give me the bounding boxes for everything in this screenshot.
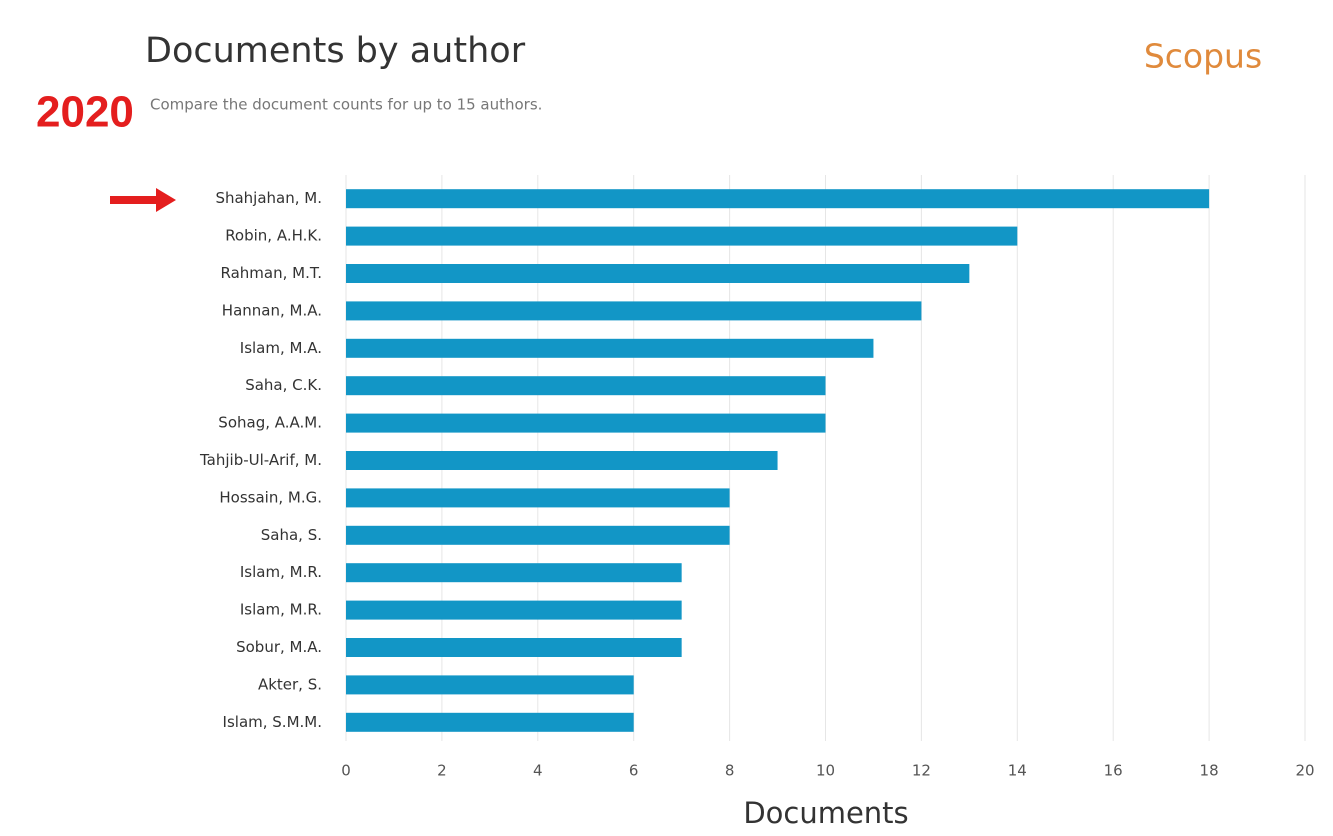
bar — [346, 638, 682, 657]
x-axis-label: Documents — [743, 796, 908, 830]
bar — [346, 376, 826, 396]
bar — [346, 712, 634, 732]
bar — [346, 451, 778, 470]
chart-subtitle: Compare the document counts for up to 15… — [150, 96, 542, 114]
y-tick-label: Islam, S.M.M. — [223, 713, 322, 731]
x-tick-label: 18 — [1200, 762, 1219, 780]
year-annotation: 2020 — [36, 88, 134, 137]
x-tick-label: 0 — [341, 762, 351, 780]
y-tick-label: Hannan, M.A. — [222, 301, 322, 319]
y-tick-label: Saha, S. — [261, 526, 322, 544]
y-tick-label: Shahjahan, M. — [215, 189, 322, 207]
x-tick-label: 6 — [629, 762, 639, 780]
bar — [346, 264, 970, 283]
bar — [346, 189, 1210, 209]
y-tick-label: Islam, M.A. — [240, 339, 322, 357]
bar — [346, 488, 730, 508]
bar — [346, 600, 682, 620]
y-tick-label: Hossain, M.G. — [219, 488, 322, 506]
y-tick-label: Robin, A.H.K. — [225, 227, 322, 245]
x-tick-label: 20 — [1295, 762, 1314, 780]
y-tick-label: Islam, M.R. — [240, 563, 322, 581]
arrow — [110, 188, 176, 212]
y-tick-label: Sobur, M.A. — [236, 638, 322, 656]
x-tick-label: 12 — [912, 762, 931, 780]
y-tick-label: Rahman, M.T. — [221, 264, 323, 282]
bar — [346, 675, 634, 695]
brand-logo: Scopus — [1144, 37, 1262, 76]
arrow-shaft — [110, 196, 158, 204]
x-tick-label: 4 — [533, 762, 543, 780]
y-tick-label: Saha, C.K. — [245, 376, 322, 394]
y-tick-label: Tahjib-Ul-Arif, M. — [199, 451, 322, 469]
bar — [346, 413, 826, 433]
arrow-head — [156, 188, 176, 212]
bar — [346, 525, 730, 545]
annotation-bg — [30, 88, 148, 140]
bar — [346, 301, 922, 321]
x-tick-label: 2 — [437, 762, 447, 780]
chart-title: Documents by author — [145, 31, 526, 71]
y-tick-label: Islam, M.R. — [240, 601, 322, 619]
bar — [346, 338, 874, 358]
bar — [346, 226, 1018, 246]
y-tick-label: Akter, S. — [258, 675, 322, 693]
y-tick-label: Sohag, A.A.M. — [218, 414, 322, 432]
x-tick-label: 14 — [1008, 762, 1027, 780]
bar — [346, 563, 682, 583]
x-tick-label: 10 — [816, 762, 835, 780]
x-tick-label: 16 — [1104, 762, 1123, 780]
x-tick-label: 8 — [725, 762, 735, 780]
